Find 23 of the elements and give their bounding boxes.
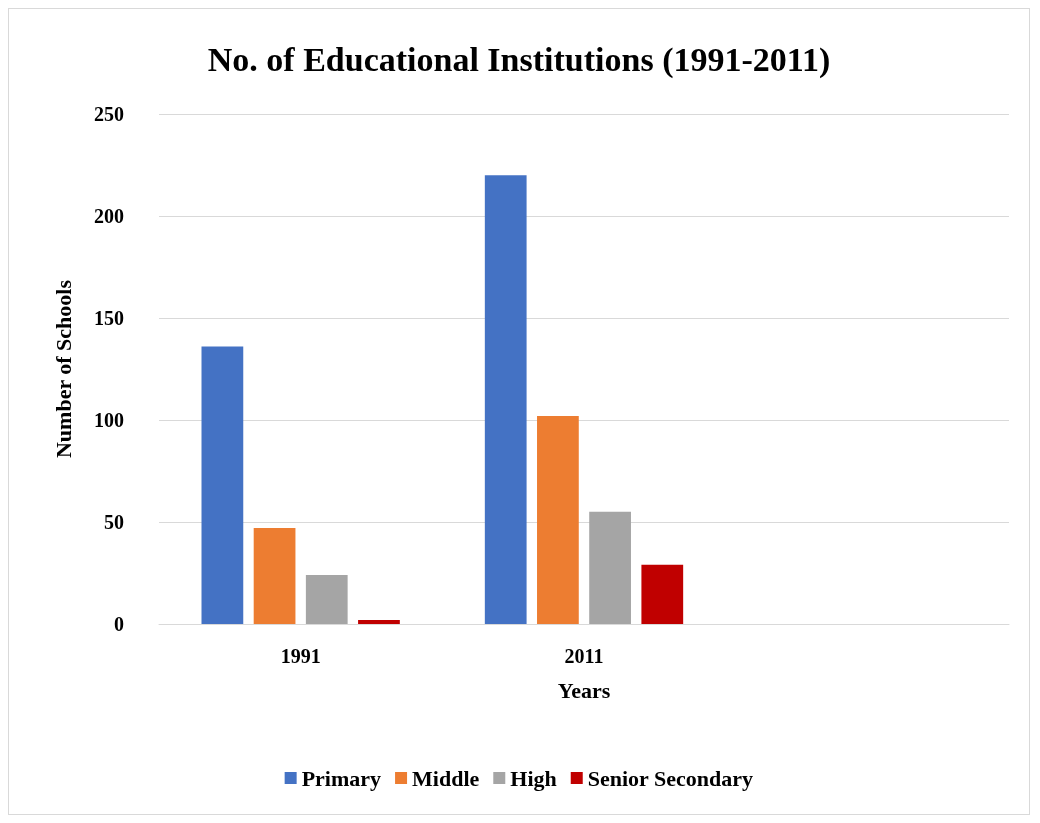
y-tick-label: 50 [104,511,124,533]
x-tick-label: 1991 [280,645,321,667]
bar [537,415,579,624]
bar [589,511,631,624]
x-axis-title: Years [557,677,611,703]
bar [358,619,400,624]
legend-label: Primary [301,765,382,791]
bar [253,528,296,624]
chart-title: No. of Educational Institutions (1991-2011) [207,40,831,79]
bar [305,575,348,624]
y-axis-title: Number of Schools [50,279,76,459]
y-tick-label: 250 [94,103,124,125]
bar [201,346,244,624]
y-tick-label: 0 [114,613,124,635]
y-tick-label: 150 [94,307,124,329]
bar [484,175,527,624]
x-tick-label: 2011 [564,645,604,667]
y-tick-label: 200 [94,205,124,227]
legend-label: High [510,765,557,791]
legend-label: Middle [412,765,480,791]
bar [641,564,684,624]
y-tick-label: 100 [94,409,124,431]
legend-label: Senior Secondary [587,765,753,791]
